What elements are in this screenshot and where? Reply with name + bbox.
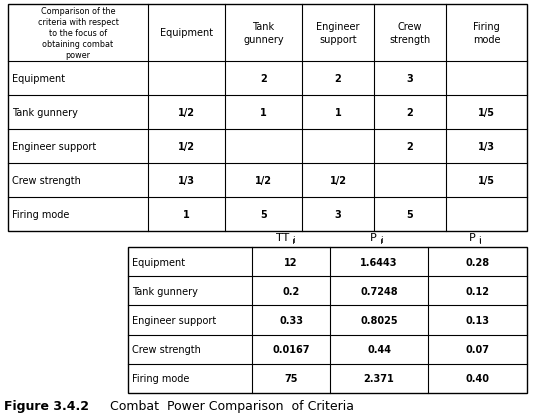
Text: Crew strength: Crew strength bbox=[132, 344, 201, 354]
Text: Engineer support: Engineer support bbox=[132, 315, 216, 325]
Text: 12: 12 bbox=[284, 257, 297, 267]
Text: 1/2: 1/2 bbox=[255, 176, 272, 185]
Bar bbox=[128, 247, 527, 393]
Text: Tank
gunnery: Tank gunnery bbox=[243, 22, 284, 45]
Text: 0.13: 0.13 bbox=[466, 315, 490, 325]
Text: i: i bbox=[292, 236, 295, 245]
Text: Tank gunnery: Tank gunnery bbox=[132, 286, 198, 296]
Text: 0.33: 0.33 bbox=[279, 315, 303, 325]
Text: TT: TT bbox=[276, 233, 289, 242]
Text: 1/2: 1/2 bbox=[330, 176, 346, 185]
Text: Equipment: Equipment bbox=[132, 257, 185, 267]
Text: 3: 3 bbox=[335, 209, 342, 219]
Text: 5: 5 bbox=[407, 209, 413, 219]
Text: 1/5: 1/5 bbox=[478, 176, 495, 185]
Text: 2: 2 bbox=[260, 74, 267, 84]
Text: Engineer support: Engineer support bbox=[12, 142, 96, 152]
Text: 2.371: 2.371 bbox=[364, 373, 394, 384]
Text: Crew
strength: Crew strength bbox=[389, 22, 431, 45]
Text: Equipment: Equipment bbox=[12, 74, 65, 84]
Text: 1: 1 bbox=[335, 108, 342, 118]
Text: P: P bbox=[370, 233, 377, 242]
Text: 1: 1 bbox=[183, 209, 190, 219]
Text: 2: 2 bbox=[335, 74, 342, 84]
Text: Engineer
support: Engineer support bbox=[316, 22, 360, 45]
Text: 0.7248: 0.7248 bbox=[360, 286, 398, 296]
Text: 0.44: 0.44 bbox=[367, 344, 391, 354]
Text: 0.2: 0.2 bbox=[282, 286, 300, 296]
Text: 1/3: 1/3 bbox=[478, 142, 495, 152]
Text: Tank gunnery: Tank gunnery bbox=[12, 108, 78, 118]
Text: 1/2: 1/2 bbox=[178, 108, 195, 118]
Text: 3: 3 bbox=[407, 74, 413, 84]
Text: 2: 2 bbox=[407, 142, 413, 152]
Text: P: P bbox=[469, 233, 475, 242]
Text: 0.12: 0.12 bbox=[466, 286, 490, 296]
Text: 0.0167: 0.0167 bbox=[272, 344, 310, 354]
Text: Firing mode: Firing mode bbox=[132, 373, 190, 384]
Text: Equipment: Equipment bbox=[160, 28, 213, 38]
Text: 1/5: 1/5 bbox=[478, 108, 495, 118]
Text: 75: 75 bbox=[284, 373, 297, 384]
Text: Combat  Power Comparison  of Criteria: Combat Power Comparison of Criteria bbox=[102, 399, 354, 413]
Text: Figure 3.4.2: Figure 3.4.2 bbox=[4, 399, 89, 413]
Text: Firing mode: Firing mode bbox=[12, 209, 69, 219]
Text: 1: 1 bbox=[260, 108, 267, 118]
Text: 1/3: 1/3 bbox=[178, 176, 195, 185]
Text: i: i bbox=[478, 236, 481, 245]
Text: 0.40: 0.40 bbox=[466, 373, 490, 384]
Text: 1.6443: 1.6443 bbox=[360, 257, 398, 267]
Text: Comparison of the
criteria with respect
to the focus of
obtaining combat
power: Comparison of the criteria with respect … bbox=[38, 7, 119, 60]
Text: 0.8025: 0.8025 bbox=[360, 315, 398, 325]
Text: Crew strength: Crew strength bbox=[12, 176, 81, 185]
Bar bbox=[8, 5, 527, 231]
Text: Firing
mode: Firing mode bbox=[473, 22, 500, 45]
Text: i: i bbox=[380, 236, 383, 245]
Text: 0.28: 0.28 bbox=[466, 257, 490, 267]
Text: 5: 5 bbox=[260, 209, 267, 219]
Text: 1/2: 1/2 bbox=[178, 142, 195, 152]
Text: 2: 2 bbox=[407, 108, 413, 118]
Text: 0.07: 0.07 bbox=[466, 344, 490, 354]
